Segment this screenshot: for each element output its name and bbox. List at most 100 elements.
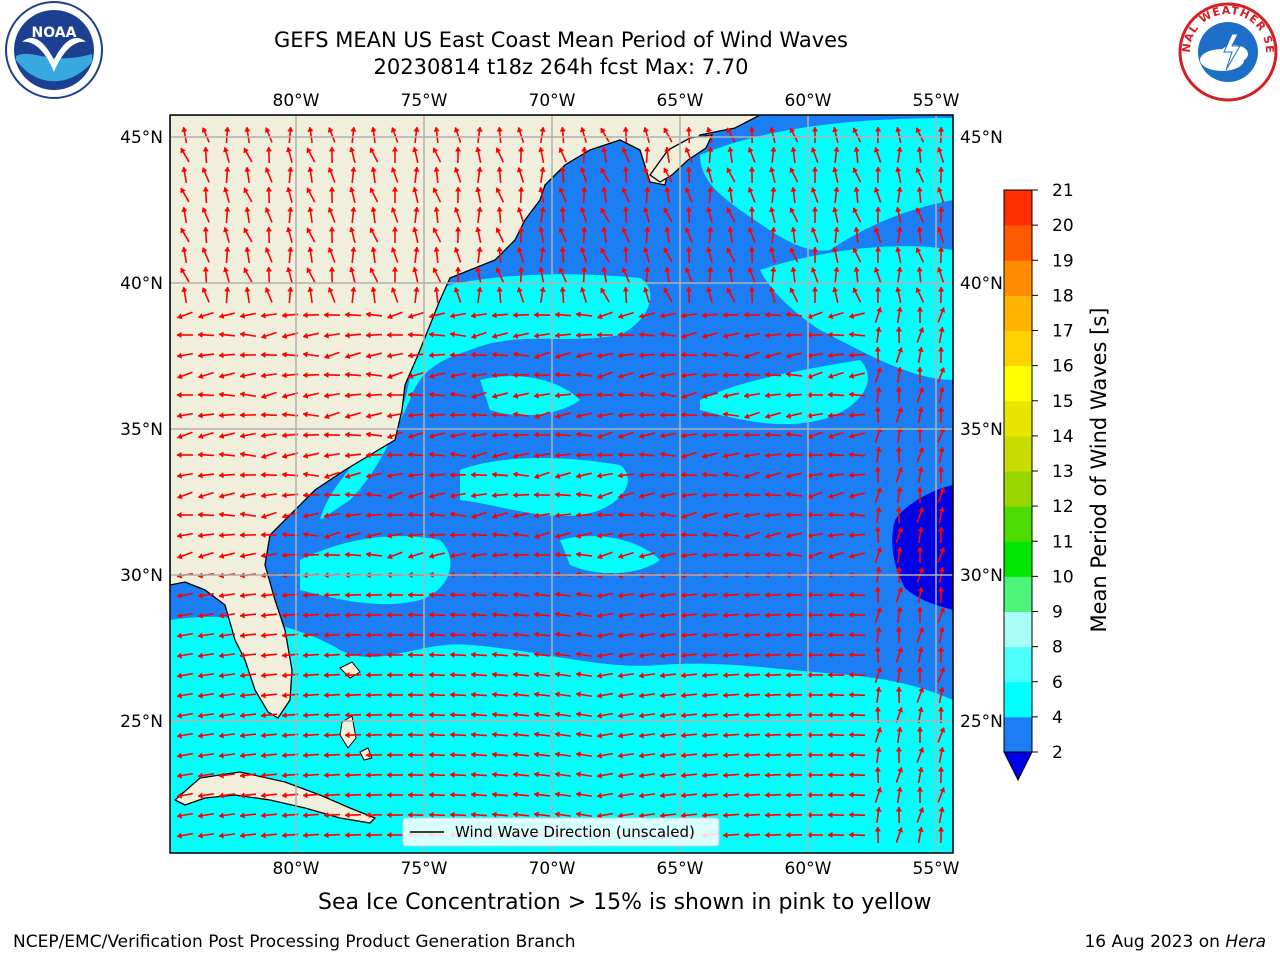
wave-direction-arrow bbox=[328, 226, 336, 244]
wave-direction-arrow bbox=[706, 126, 713, 143]
wave-direction-arrow bbox=[726, 127, 736, 143]
wave-direction-arrow bbox=[491, 611, 509, 618]
wave-direction-arrow bbox=[177, 431, 193, 440]
colorbar-tick-label: 14 bbox=[1052, 427, 1074, 447]
wave-direction-arrow bbox=[680, 672, 698, 679]
wave-direction-arrow bbox=[327, 127, 336, 143]
wave-direction-arrow bbox=[470, 651, 488, 658]
wave-direction-arrow bbox=[873, 146, 882, 163]
wave-direction-arrow bbox=[827, 472, 845, 479]
wave-direction-arrow bbox=[413, 286, 420, 304]
wave-direction-arrow bbox=[916, 366, 924, 383]
wave-direction-arrow bbox=[811, 126, 819, 143]
wave-direction-arrow bbox=[874, 286, 882, 304]
wave-direction-arrow bbox=[790, 146, 797, 164]
wave-direction-arrow bbox=[621, 187, 630, 203]
wave-direction-arrow bbox=[707, 266, 714, 284]
short-period-patch bbox=[320, 274, 651, 520]
colorbar-tick-label: 16 bbox=[1052, 357, 1074, 377]
wave-direction-arrow bbox=[659, 592, 677, 599]
wave-direction-arrow bbox=[197, 472, 215, 479]
wave-direction-arrow bbox=[533, 351, 550, 360]
wave-direction-arrow bbox=[449, 391, 467, 398]
wave-direction-arrow bbox=[617, 391, 635, 398]
wave-direction-arrow bbox=[895, 686, 903, 704]
wave-direction-arrow bbox=[386, 651, 403, 659]
wave-direction-arrow bbox=[727, 226, 734, 244]
wave-direction-arrow bbox=[848, 631, 866, 639]
wave-direction-arrow bbox=[575, 651, 593, 658]
wave-direction-arrow bbox=[327, 207, 336, 223]
wave-direction-arrow bbox=[407, 472, 425, 479]
wave-direction-arrow bbox=[218, 492, 235, 499]
wave-direction-arrow bbox=[302, 712, 320, 719]
wave-direction-arrow bbox=[176, 511, 193, 519]
wave-direction-arrow bbox=[223, 266, 230, 283]
wave-direction-arrow bbox=[202, 226, 209, 244]
lat-label-left: 30°N bbox=[120, 566, 163, 586]
wave-direction-arrow bbox=[827, 651, 845, 659]
wave-direction-arrow bbox=[370, 286, 377, 304]
wave-direction-arrow bbox=[281, 332, 298, 339]
wave-direction-arrow bbox=[785, 412, 802, 419]
wave-direction-arrow bbox=[638, 352, 656, 359]
wave-direction-arrow bbox=[769, 166, 776, 183]
wave-direction-arrow bbox=[722, 351, 740, 358]
wave-direction-arrow bbox=[538, 146, 545, 164]
wave-direction-arrow bbox=[264, 287, 273, 303]
wave-direction-arrow bbox=[449, 471, 467, 479]
wave-direction-arrow bbox=[386, 671, 403, 679]
wave-direction-arrow bbox=[895, 166, 902, 183]
wave-direction-arrow bbox=[743, 592, 761, 599]
colorbar-segment bbox=[1004, 541, 1032, 577]
wave-direction-arrow bbox=[539, 166, 546, 184]
wave-direction-arrow bbox=[449, 372, 467, 379]
wave-direction-arrow bbox=[302, 531, 320, 538]
wave-direction-arrow bbox=[827, 352, 845, 359]
wave-direction-arrow bbox=[701, 712, 719, 719]
wave-direction-arrow bbox=[533, 691, 551, 698]
wave-direction-arrow bbox=[177, 491, 193, 500]
wave-direction-arrow bbox=[617, 311, 634, 320]
wave-direction-arrow bbox=[827, 631, 845, 639]
short-period-patch bbox=[300, 536, 451, 605]
wave-direction-arrow bbox=[896, 186, 903, 204]
wave-direction-arrow bbox=[601, 266, 608, 284]
wave-direction-arrow bbox=[937, 547, 946, 563]
wave-direction-arrow bbox=[181, 206, 188, 224]
wave-direction-arrow bbox=[202, 266, 209, 284]
wave-direction-arrow bbox=[470, 432, 488, 439]
wave-direction-arrow bbox=[664, 266, 671, 284]
wave-direction-arrow bbox=[260, 312, 278, 319]
wave-direction-arrow bbox=[407, 591, 425, 599]
wave-direction-arrow bbox=[722, 311, 740, 319]
wave-direction-arrow bbox=[638, 592, 656, 599]
wave-direction-arrow bbox=[895, 386, 903, 404]
wave-direction-arrow bbox=[491, 631, 509, 638]
wave-direction-arrow bbox=[707, 226, 714, 244]
wave-direction-arrow bbox=[875, 446, 882, 464]
wave-direction-arrow bbox=[785, 711, 803, 719]
wind-wave-direction-arrows bbox=[176, 126, 946, 844]
wave-direction-arrow bbox=[785, 671, 803, 679]
wave-direction-arrow bbox=[302, 512, 319, 519]
wave-direction-arrow bbox=[895, 406, 904, 423]
wave-direction-arrow bbox=[638, 492, 655, 499]
wave-direction-arrow bbox=[848, 651, 866, 659]
wave-direction-arrow bbox=[706, 286, 713, 303]
wave-direction-arrow bbox=[937, 487, 946, 503]
wave-direction-arrow bbox=[323, 452, 341, 459]
wave-direction-arrow bbox=[428, 352, 446, 359]
wave-direction-arrow bbox=[264, 207, 273, 223]
wave-direction-arrow bbox=[470, 671, 488, 678]
wave-direction-arrow bbox=[917, 466, 924, 484]
wave-direction-arrow bbox=[785, 591, 803, 599]
wave-direction-arrow bbox=[218, 432, 235, 439]
wave-direction-arrow bbox=[344, 491, 362, 498]
wave-direction-arrow bbox=[707, 186, 714, 204]
wave-direction-arrow bbox=[806, 532, 824, 539]
wave-direction-arrow bbox=[596, 532, 614, 539]
wave-direction-arrow bbox=[539, 126, 546, 144]
wave-direction-arrow bbox=[323, 632, 341, 639]
wave-direction-arrow bbox=[218, 511, 236, 518]
